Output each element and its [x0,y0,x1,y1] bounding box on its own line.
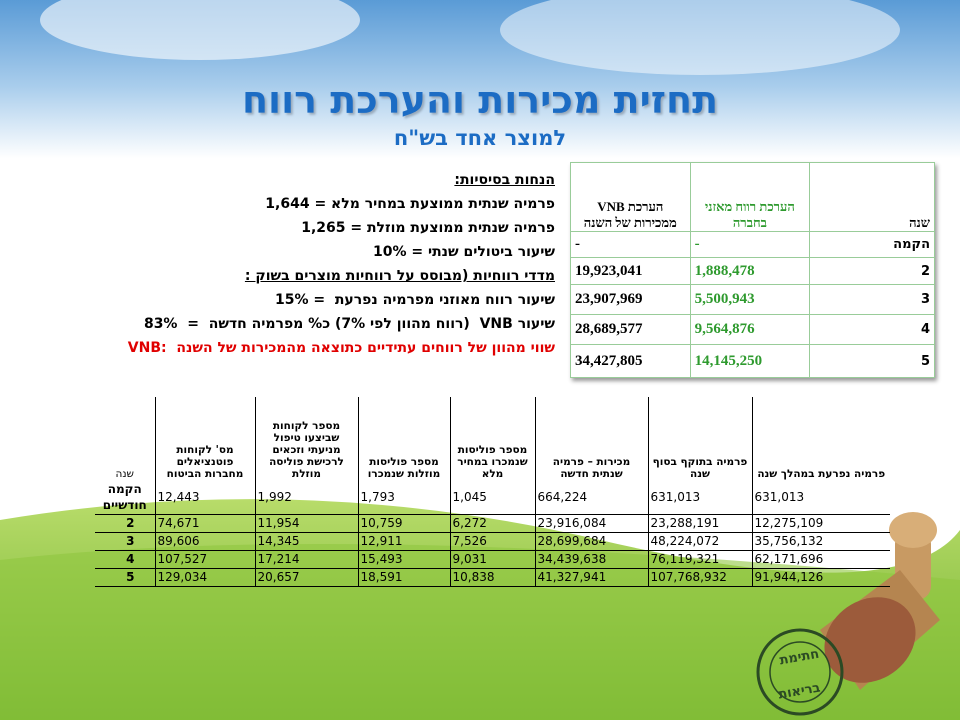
table-cell: 18,591 [357,568,450,587]
profit-table: שנה הערכת רווח מאזני בחברה הערכת VNB ממכיר… [570,162,935,378]
table-cell: 631,013 [647,480,752,515]
table-cell: 34,439,638 [534,550,648,569]
table-cell: הקמה [809,231,935,258]
metrics-heading: מדדי רווחיות (מבוסס על רווחיות מוצרים בש… [244,268,555,284]
column-header: מספר פוליסות שנמכרו במחיר מלא [449,397,535,480]
table-cell: 5 [809,344,935,378]
table-row: 2 74,671 11,954 10,759 6,272 23,916,084 23,288… [95,514,890,533]
column-header: מספר לקוחות שביצעו טיפול מניעתי וזכאים ל… [254,397,358,480]
table-cell: 3 [95,532,155,551]
table-row: 4 107,527 17,214 15,493 9,031 34,439,638 76,11… [95,550,890,569]
table-cell: 9,564,876 [689,314,811,345]
table-cell: 6,272 [449,514,535,533]
column-header: פרמיה בתוקף בסוף שנה [647,397,752,480]
table-cell: 107,527 [154,550,255,569]
column-header: שנה [809,162,935,232]
table-cell: 1,793 [357,480,450,515]
table-cell: 17,214 [254,550,358,569]
table-cell: 9,031 [449,550,535,569]
metric: שיעור רווח מאוזני מפרמיה נפרעת = 15% [274,292,555,308]
stamp-top: חתימת [778,647,820,669]
column-header: הערכת VNB ממכירות של השנה [570,162,691,232]
table-cell: 89,606 [154,532,255,551]
table-cell: - [570,231,691,258]
table-cell: - [689,231,811,258]
table-cell: 12,275,109 [751,514,890,533]
column-header: הערכת רווח מאזני בחברה [689,162,811,232]
table-cell: 1,888,478 [689,257,811,285]
assumption: פרמיה שנתית ממוצעת במחיר מלא = 1,644 [265,196,555,212]
table-cell: 12,443 [154,480,255,515]
table-cell: 5 [95,568,155,587]
table-row: 5 129,034 20,657 18,591 10,838 41,327,941 107,… [95,568,890,587]
table-cell: 62,171,696 [751,550,890,569]
assumptions: הנחות בסיסיות: פרמיה שנתית ממוצעת במחיר … [0,168,555,360]
table-cell: 12,911 [357,532,450,551]
stamp-mark [756,628,844,716]
metric: שיעור VNB (רווח מהוון לפי 7%) כ% מפרמיה … [143,316,555,332]
table-cell: 48,224,072 [647,532,752,551]
table-cell: 2 [809,257,935,285]
table-row: 3 89,606 14,345 12,911 7,526 28,699,684 48,224… [95,532,890,551]
table-cell: 20,657 [254,568,358,587]
table-cell: 23,288,191 [647,514,752,533]
table-cell: 76,119,321 [647,550,752,569]
table-cell: 664,224 [534,480,648,515]
table-cell: 7,526 [449,532,535,551]
table-cell: 129,034 [154,568,255,587]
column-header: מספר פוליסות מוזלות שנמכרו [357,397,450,480]
table-cell: 28,689,577 [570,314,691,345]
table-cell: 4 [809,314,935,345]
table-cell: 4 [95,550,155,569]
table-cell: 1,045 [449,480,535,515]
column-header: שנה [115,468,134,480]
table-cell: 14,145,250 [689,344,811,378]
column-header: מכירות – פרמיה שנתית חדשה [534,397,648,480]
table-cell: 1,992 [254,480,358,515]
table-row: 5 14,145,250 34,427,805 [570,344,935,378]
table-cell: 631,013 [751,480,890,515]
table-cell: 11,954 [254,514,358,533]
note: שווי מהוון של רווחים עתידיים כתוצאה מהמכ… [127,340,555,356]
table-cell: 15,493 [357,550,450,569]
table-row: הקמה חודשיים 12,443 1,992 1,793 1,045 664,224… [95,480,890,515]
table-cell: 23,916,084 [534,514,648,533]
table-cell: 74,671 [154,514,255,533]
stamp-text: חתימת בריאות [777,647,821,703]
table-row: 4 9,564,876 28,689,577 [570,314,935,345]
table-cell: 5,500,943 [689,284,811,315]
assumptions-heading: הנחות בסיסיות: [454,172,555,188]
subtitle: למוצר אחד בש"ח [393,126,567,150]
table-cell: הקמה חודשיים [95,480,155,515]
table-cell: 19,923,041 [570,257,691,285]
title: תחזית מכירות והערכת רווח [241,78,719,122]
table-row: 3 5,500,943 23,907,969 [570,284,935,315]
table-cell: 3 [809,284,935,315]
sales-table: שנה מס' לקוחות פוטנציאלים מחברות הביטוח מס… [95,397,890,587]
table-cell: 28,699,684 [534,532,648,551]
table-row: הקמה - - [570,231,935,258]
column-header: מס' לקוחות פוטנציאלים מחברות הביטוח [154,397,255,480]
stamp-bottom: בריאות [777,680,821,702]
table-cell: 107,768,932 [647,568,752,587]
column-header: פרמיה נפרעת במהלך שנה [751,397,890,480]
assumption: שיעור ביטולים שנתי = 10% [373,244,555,260]
table-cell: 2 [95,514,155,533]
table-cell: 23,907,969 [570,284,691,315]
table-cell: 10,759 [357,514,450,533]
table-cell: 34,427,805 [570,344,691,378]
table-cell: 10,838 [449,568,535,587]
table-cell: 91,944,126 [751,568,890,587]
table-cell: 35,756,132 [751,532,890,551]
table-cell: 41,327,941 [534,568,648,587]
table-cell: 14,345 [254,532,358,551]
assumption: פרמיה שנתית ממוצעת מוזלת = 1,265 [301,220,555,236]
table-row: 2 1,888,478 19,923,041 [570,257,935,285]
